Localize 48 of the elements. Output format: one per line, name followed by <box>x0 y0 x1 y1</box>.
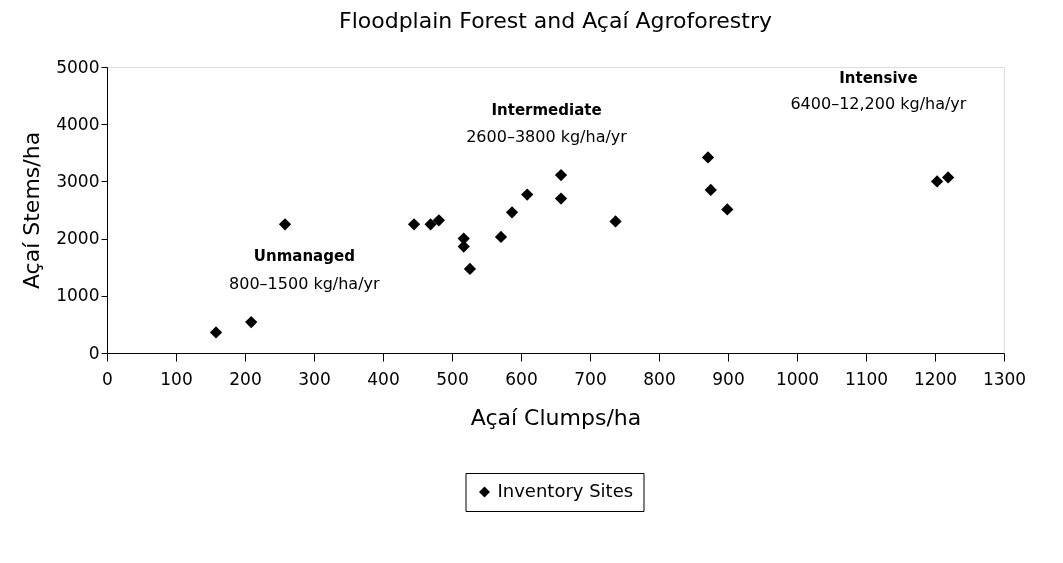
x-tick-label: 200 <box>229 368 262 389</box>
x-tick-label: 600 <box>505 368 538 389</box>
y-tick-label: 5000 <box>56 56 100 77</box>
point <box>463 262 477 276</box>
x-axis-title: Açaí Clumps/ha <box>470 404 642 430</box>
legend-label: Inventory Sites <box>497 480 634 501</box>
point <box>941 171 955 184</box>
x-tick-label: 100 <box>160 368 193 389</box>
x-tick-label: 1100 <box>844 368 889 389</box>
point <box>407 218 421 231</box>
point <box>245 315 258 329</box>
x-tick-label: 300 <box>298 368 331 389</box>
point <box>930 175 944 188</box>
x-tick-label: 1000 <box>775 368 820 389</box>
chart-title: Floodplain Forest and Açaí Agroforestry <box>339 8 772 33</box>
y-tick-label: 1000 <box>56 285 100 306</box>
x-tick-label: 800 <box>643 368 676 389</box>
point <box>609 215 622 228</box>
point <box>554 168 568 182</box>
y-tick-label: 4000 <box>56 113 100 134</box>
x-tick-label: 1300 <box>982 368 1027 389</box>
point <box>209 326 223 339</box>
x-tick-label: 700 <box>574 368 607 389</box>
y-tick-label: 0 <box>88 342 100 363</box>
point <box>494 230 508 244</box>
annotation: Intermediate <box>491 100 602 119</box>
point <box>554 192 568 205</box>
y-tick-label: 3000 <box>56 170 100 191</box>
point <box>505 206 519 219</box>
annotation: 2600–3800 kg/ha/yr <box>466 127 628 147</box>
x-tick-label: 500 <box>436 368 469 389</box>
point <box>424 218 437 231</box>
point <box>721 203 734 216</box>
x-tick-label: 1200 <box>913 368 958 389</box>
annotation: 800–1500 kg/ha/yr <box>229 274 381 294</box>
point <box>432 214 446 227</box>
point <box>701 151 715 164</box>
point <box>521 188 534 201</box>
point <box>278 218 292 231</box>
x-tick-label: 0 <box>102 368 113 389</box>
point <box>704 183 717 197</box>
annotation: 6400–12,200 kg/ha/yr <box>790 94 967 114</box>
y-tick-label: 2000 <box>56 228 100 249</box>
annotation: Unmanaged <box>253 246 355 265</box>
annotation: Intensive <box>839 69 918 88</box>
x-tick-label: 400 <box>367 368 400 389</box>
y-axis-title: Açaí Stems/ha <box>19 131 45 290</box>
x-tick-label: 900 <box>712 368 745 389</box>
